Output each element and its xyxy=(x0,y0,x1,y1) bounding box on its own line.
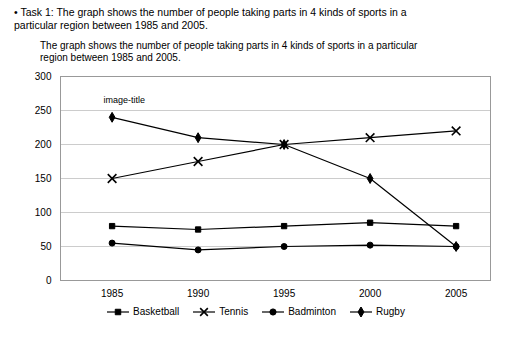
svg-text:1995: 1995 xyxy=(273,288,296,299)
svg-text:1990: 1990 xyxy=(187,288,210,299)
html-text:region between 1985 and 2005.: region between 1985 and 2005. xyxy=(40,52,181,63)
svg-text:300: 300 xyxy=(35,71,52,82)
svg-text:250: 250 xyxy=(35,105,52,116)
svg-text:200: 200 xyxy=(35,139,52,150)
svg-text:150: 150 xyxy=(35,173,52,184)
svg-text:2000: 2000 xyxy=(359,288,382,299)
html-text:Rugby: Rugby xyxy=(376,306,405,317)
html-text:Tennis: Tennis xyxy=(219,306,249,317)
svg-text:2005: 2005 xyxy=(445,288,468,299)
svg-text:0: 0 xyxy=(46,275,52,286)
svg-text:image-title: image-title xyxy=(104,95,146,105)
svg-text:50: 50 xyxy=(40,241,52,252)
html-text:Badminton: Badminton xyxy=(288,306,336,317)
html-text:particular region between 1985: particular region between 1985 and 2005. xyxy=(14,19,208,31)
html-text:• Task 1: The graph shows the: • Task 1: The graph shows the number of … xyxy=(14,6,407,18)
html-text:Basketball: Basketball xyxy=(133,306,180,317)
svg-text:1985: 1985 xyxy=(101,288,124,299)
html-text:The graph shows the number of: The graph shows the number of people tak… xyxy=(40,40,418,51)
svg-text:100: 100 xyxy=(35,207,52,218)
